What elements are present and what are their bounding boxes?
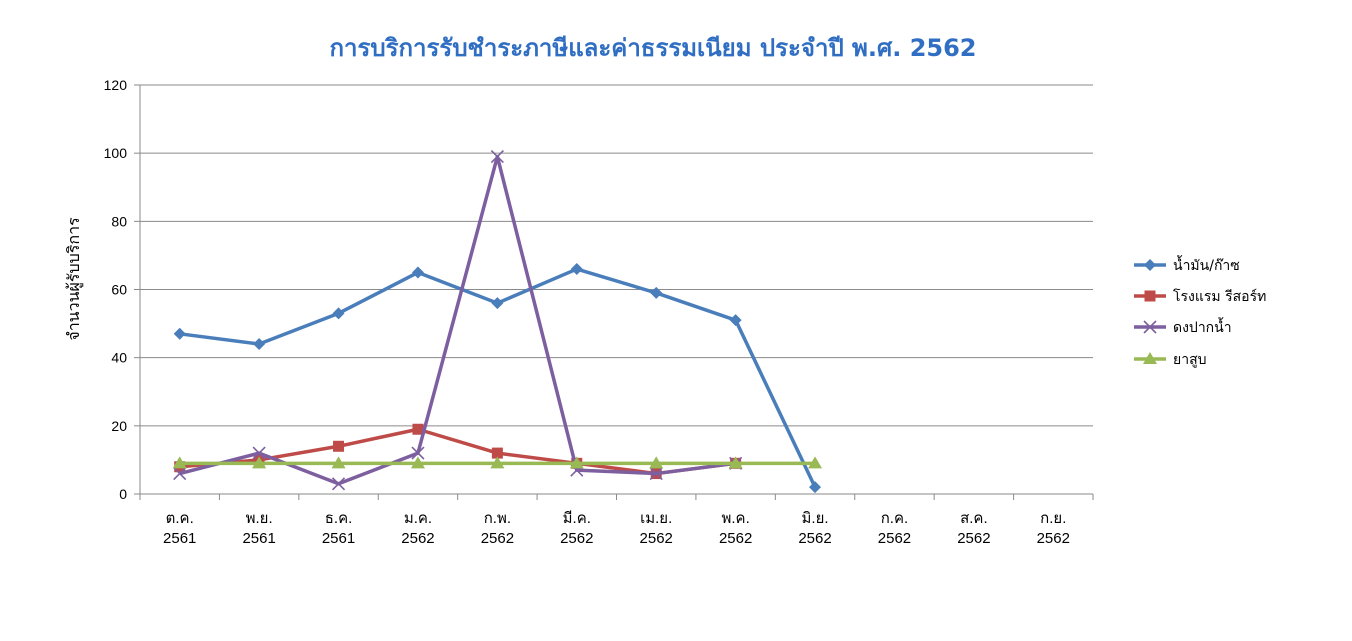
x-tick-label-month: ม.ค. — [404, 510, 432, 527]
y-tick-label: 20 — [111, 418, 127, 434]
x-tick-label-year: 2562 — [1037, 530, 1070, 547]
data-point — [412, 423, 424, 435]
x-tick-label-year: 2562 — [957, 530, 990, 547]
data-point — [252, 456, 267, 469]
x-tick-label-month: ต.ค. — [166, 510, 194, 527]
data-point — [808, 456, 823, 469]
series-3 — [173, 150, 743, 491]
x-tick-label-year: 2561 — [163, 530, 196, 547]
data-point — [331, 477, 346, 491]
y-axis-ticks: 0 20 40 60 80 100 120 — [104, 77, 140, 502]
data-point — [491, 447, 503, 459]
data-point — [172, 456, 187, 469]
gridlines — [140, 84, 1093, 427]
y-tick-label: 0 — [119, 486, 127, 502]
legend-label: ยาสูบ — [1173, 352, 1207, 368]
data-point — [491, 297, 504, 310]
x-tick-label-year: 2562 — [719, 530, 752, 547]
x-tick-label-month: เม.ย. — [640, 510, 672, 527]
x-tick-label-month: ก.พ. — [484, 510, 511, 527]
data-point — [332, 307, 345, 320]
x-tick-label-month: ก.ค. — [881, 510, 908, 527]
x-tick-label-year: 2562 — [878, 530, 911, 547]
x-tick-label-year: 2561 — [322, 530, 355, 547]
x-tick-label-year: 2562 — [798, 530, 831, 547]
legend-item: น้ำมัน/ก๊าซ — [1134, 255, 1240, 274]
data-point — [490, 456, 505, 469]
data-point — [570, 263, 583, 276]
x-tick-label-month: มิ.ย. — [802, 510, 829, 527]
data-point — [649, 456, 664, 469]
data-point — [490, 150, 504, 164]
x-tick-label-month: พ.ค. — [721, 510, 749, 527]
data-point — [728, 456, 743, 469]
x-tick-label-month: ธ.ค. — [325, 510, 353, 527]
x-tick-label-month: ส.ค. — [960, 510, 988, 527]
legend-marker — [1144, 259, 1156, 271]
legend-item: ยาสูบ — [1134, 352, 1207, 368]
data-point — [331, 456, 346, 469]
data-point — [252, 446, 266, 460]
data-point — [729, 314, 742, 327]
data-point — [569, 456, 584, 469]
data-point — [649, 466, 663, 481]
legend-label: ดงปากน้ำ — [1173, 317, 1232, 336]
legend-item: โรงแรม รีสอร์ท — [1134, 288, 1266, 305]
data-point — [173, 466, 187, 481]
data-point — [809, 481, 822, 494]
x-tick-label-year: 2562 — [481, 530, 514, 547]
legend-label: โรงแรม รีสอร์ท — [1173, 288, 1266, 305]
data-point — [253, 338, 266, 351]
y-axis-label: จำนวนผู้รับบริการ — [64, 217, 84, 341]
x-tick-label-year: 2562 — [640, 530, 673, 547]
legend-item: ดงปากน้ำ — [1134, 317, 1232, 336]
series-group — [172, 150, 823, 494]
x-tick-label-month: ก.ย. — [1040, 510, 1066, 527]
legend-label: น้ำมัน/ก๊าซ — [1173, 255, 1240, 274]
chart-title: การบริการรับชำระภาษีและค่าธรรมเนียม ประจ… — [330, 34, 977, 62]
y-tick-label: 40 — [111, 350, 127, 366]
x-tick-label-month: มี.ค. — [563, 510, 591, 527]
legend-marker — [1143, 352, 1157, 364]
x-axis-ticks: ต.ค. 2561 พ.ย. 2561 ธ.ค. 2561 ม.ค. 2562 ก.พ. 2562… — [139, 494, 1094, 547]
data-point — [410, 456, 425, 469]
data-point — [411, 446, 425, 460]
data-point — [650, 286, 663, 299]
x-tick-label-year: 2561 — [242, 530, 275, 547]
y-tick-label: 80 — [111, 213, 127, 229]
legend-marker — [1143, 320, 1157, 334]
data-point — [411, 266, 424, 279]
series-line — [179, 154, 736, 486]
y-tick-label: 120 — [104, 77, 128, 93]
x-tick-label-year: 2562 — [401, 530, 434, 547]
y-tick-label: 100 — [104, 145, 128, 161]
x-tick-label-year: 2562 — [560, 530, 593, 547]
series-4 — [172, 456, 823, 469]
x-tick-label-month: พ.ย. — [246, 510, 273, 527]
legend-marker — [1144, 290, 1156, 302]
data-point — [333, 440, 345, 452]
series-1 — [173, 263, 822, 494]
y-tick-label: 60 — [111, 282, 127, 298]
data-point — [173, 327, 186, 340]
